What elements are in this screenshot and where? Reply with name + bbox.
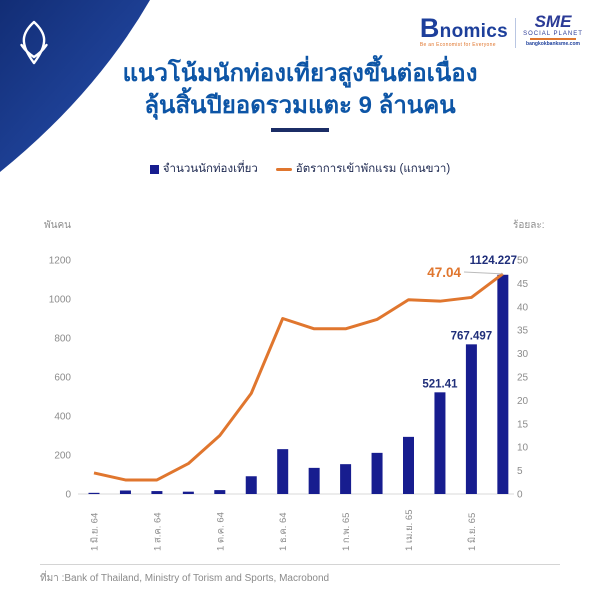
logo-divider bbox=[515, 18, 516, 48]
right-axis-unit: ร้อยละ: bbox=[513, 219, 545, 231]
left-axis-tick: 600 bbox=[54, 373, 71, 384]
left-axis-tick: 1200 bbox=[49, 256, 72, 267]
x-axis-tick: 1 ก.พ. 65 bbox=[341, 513, 352, 551]
right-axis-tick: 30 bbox=[517, 349, 529, 360]
line-series-swatch bbox=[275, 167, 292, 171]
right-axis-tick: 5 bbox=[517, 466, 523, 477]
x-axis-tick: 1 มิ.ย. 65 bbox=[467, 513, 478, 551]
right-axis-tick: 50 bbox=[517, 256, 529, 267]
bangkok-bank-lotus-icon bbox=[20, 20, 48, 65]
right-axis-tick: 25 bbox=[517, 373, 529, 384]
bar bbox=[182, 491, 194, 494]
bar bbox=[308, 467, 320, 494]
bar-series-swatch bbox=[149, 164, 159, 174]
bar bbox=[497, 274, 509, 494]
x-axis-tick: 1 ต.ค. 64 bbox=[215, 512, 226, 551]
right-axis-tick: 15 bbox=[517, 419, 529, 430]
bar bbox=[371, 452, 383, 494]
left-axis-tick: 1000 bbox=[49, 295, 72, 306]
sme-logo-title: SME bbox=[534, 12, 572, 31]
title-underline bbox=[271, 128, 329, 132]
bar bbox=[434, 392, 446, 494]
corner-decoration bbox=[0, 0, 150, 172]
left-axis-tick: 200 bbox=[54, 451, 71, 462]
bnomics-logo-text: Bnomics bbox=[419, 13, 508, 43]
bar bbox=[151, 491, 163, 494]
legend-item-bars: จำนวนนักท่องเที่ยว bbox=[149, 160, 258, 178]
right-axis-tick: 0 bbox=[517, 490, 523, 501]
title-line-2: ลุ้นสิ้นปียอดรวมแตะ 9 ล้านคน bbox=[144, 92, 456, 119]
source-note: ที่มา :Bank of Thailand, Ministry of Tor… bbox=[40, 573, 330, 584]
x-axis-tick: 1 ธ.ค. 64 bbox=[278, 512, 289, 551]
title-line-1: แนวโน้มนักท่องเที่ยวสูงขึ้นต่อเนื่อง bbox=[122, 60, 478, 87]
sme-social-planet-logo: SME SOCIAL PLANET bangkokbanksme.com bbox=[520, 12, 586, 47]
right-axis-tick: 45 bbox=[517, 279, 529, 290]
right-axis-tick: 10 bbox=[517, 443, 529, 454]
right-axis-tick: 20 bbox=[517, 396, 529, 407]
bar bbox=[88, 492, 100, 495]
left-axis-unit: พันคน bbox=[44, 220, 71, 231]
bnomics-logo: Bnomics Be an Economist for Everyone bbox=[420, 18, 508, 48]
label-leader-line bbox=[463, 271, 503, 275]
legend-bars-label: จำนวนนักท่องเที่ยว bbox=[162, 163, 258, 175]
sme-logo-swoosh bbox=[530, 38, 576, 40]
left-axis-tick: 800 bbox=[54, 334, 71, 345]
bar bbox=[340, 464, 352, 494]
bar bbox=[465, 344, 477, 494]
chart-legend: จำนวนนักท่องเที่ยว อัตราการเข้าพักแรม (แ… bbox=[0, 160, 600, 178]
bar-data-label: 767.497 bbox=[451, 330, 493, 342]
sme-logo-url: bangkokbanksme.com bbox=[526, 40, 580, 47]
line-data-label: 47.04 bbox=[427, 265, 461, 280]
left-axis-tick: 400 bbox=[54, 412, 71, 423]
bar bbox=[245, 476, 257, 494]
x-axis-tick: 1 เม.ย. 65 bbox=[404, 510, 415, 551]
bar-data-label: 1124.227 bbox=[470, 255, 517, 267]
bar bbox=[277, 449, 289, 494]
footer-divider bbox=[40, 564, 560, 565]
right-axis-tick: 40 bbox=[517, 302, 529, 313]
x-axis-tick: 1 มิ.ย. 64 bbox=[90, 513, 101, 551]
right-axis-tick: 35 bbox=[517, 326, 529, 337]
bar bbox=[403, 436, 414, 494]
bar-data-label: 521.41 bbox=[422, 378, 458, 390]
legend-line-label: อัตราการเข้าพักแรม (แกนขวา) bbox=[295, 163, 451, 175]
left-axis-tick: 0 bbox=[65, 490, 71, 501]
bnomics-tagline: Be an Economist for Everyone bbox=[419, 42, 496, 48]
x-axis-tick: 1 ส.ค. 64 bbox=[152, 512, 163, 551]
page-title: แนวโน้มนักท่องเที่ยวสูงขึ้นต่อเนื่อง ลุ้… bbox=[0, 58, 600, 122]
line-series bbox=[93, 272, 504, 482]
bar bbox=[214, 490, 226, 494]
sme-logo-subtitle: SOCIAL PLANET bbox=[523, 31, 583, 37]
legend-item-line: อัตราการเข้าพักแรม (แกนขวา) bbox=[275, 160, 451, 178]
bar bbox=[119, 490, 131, 494]
